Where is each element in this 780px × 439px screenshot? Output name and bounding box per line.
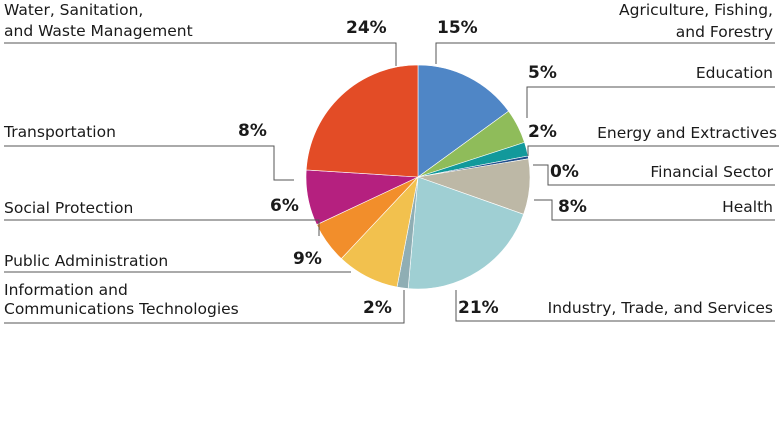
leader-line-6 (4, 290, 405, 324)
slice-percent-label-5: 21% (458, 298, 499, 318)
slice-category-label-line: Agriculture, Fishing, (619, 1, 773, 19)
slice-category-label-line: Health (722, 198, 773, 216)
slice-percent-label-4: 8% (558, 197, 587, 217)
slice-category-label-3: Financial Sector (650, 163, 773, 181)
slice-category-label-10: Water, Sanitation, and Waste Management (4, 1, 193, 40)
slice-category-label-line: Public Administration (4, 252, 168, 270)
slice-category-label-0: Agriculture, Fishing, and Forestry (619, 1, 773, 41)
leader-line-3 (533, 164, 775, 186)
slice-percent-label-9: 8% (238, 121, 267, 141)
slice-percent-label-10: 24% (346, 18, 387, 38)
slice-category-label-1: Education (696, 64, 773, 82)
slice-category-label-line: and Waste Management (4, 22, 193, 40)
slice-percent-label-6: 2% (363, 298, 392, 318)
slice-category-label-line: Information and (4, 281, 128, 299)
leader-line-9 (4, 145, 294, 181)
slice-labels: Agriculture, Fishing, and Forestry 15% Educ… (3, 1, 777, 318)
leader-line-4 (534, 199, 775, 221)
slice-category-label-line: Social Protection (4, 199, 133, 217)
pie-slice-10 (305, 64, 419, 178)
slice-percent-label-3: 0% (550, 162, 579, 182)
slice-category-label-9: Transportation (3, 123, 116, 141)
slice-category-label-8: Social Protection (4, 199, 133, 217)
leader-line-0 (435, 42, 775, 64)
slice-percent-label-2: 2% (528, 122, 557, 142)
leader-line-10 (4, 42, 397, 66)
slice-category-label-line: Financial Sector (650, 163, 773, 181)
pie-slice-5 (407, 176, 524, 290)
slice-category-label-2: Energy and Extractives (597, 124, 777, 142)
slice-percent-label-1: 5% (528, 63, 557, 83)
slice-percent-label-0: 15% (437, 18, 478, 38)
slice-category-label-4: Health (722, 198, 773, 216)
pie-slices (305, 64, 531, 290)
leader-lines (4, 42, 779, 324)
slice-category-label-line: Energy and Extractives (597, 124, 777, 142)
slice-category-label-line: Water, Sanitation, (4, 1, 143, 19)
leader-line-5 (455, 290, 775, 322)
slice-category-label-5: Industry, Trade, and Services (548, 299, 773, 317)
slice-percent-label-7: 9% (293, 249, 322, 269)
slice-category-label-line: Communications Technologies (4, 300, 239, 318)
slice-category-label-line: and Forestry (676, 23, 773, 41)
pie-slice-0 (417, 64, 510, 178)
slice-category-label-7: Public Administration (4, 252, 168, 270)
slice-category-label-line: Transportation (3, 123, 116, 141)
leader-line-2 (527, 145, 779, 156)
leader-line-1 (526, 86, 775, 118)
slice-percent-label-8: 6% (270, 196, 299, 216)
slice-category-label-6: Information and Communications Technologi… (4, 281, 239, 318)
leader-line-8 (4, 219, 320, 236)
slice-category-label-line: Industry, Trade, and Services (548, 299, 773, 317)
slice-category-label-line: Education (696, 64, 773, 82)
